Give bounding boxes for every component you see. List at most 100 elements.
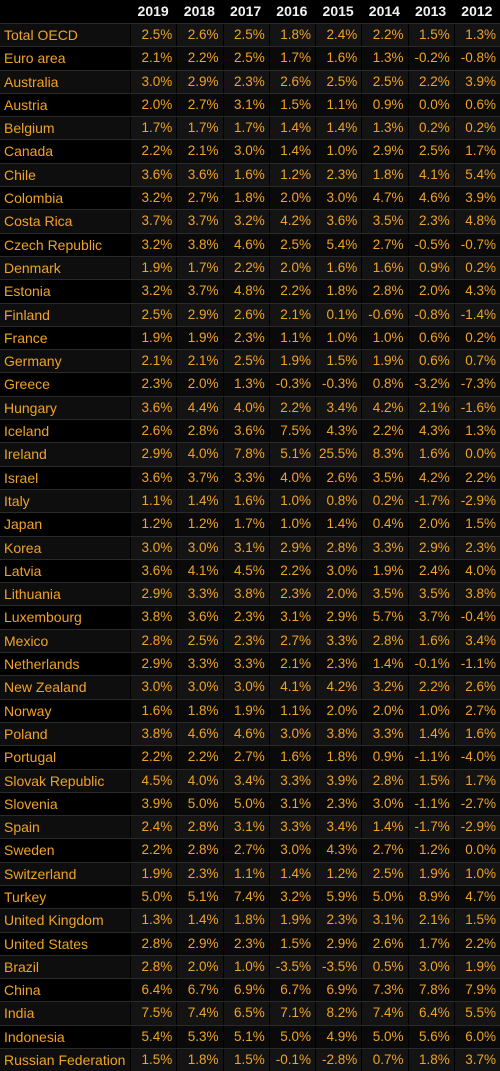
growth-value: 4.2% xyxy=(315,676,362,699)
table-row: Lithuania 2.9% 3.3% 3.8% 2.3% 2.0% 3.5% 3.5% 3.8… xyxy=(0,582,500,606)
growth-value: 2.0% xyxy=(268,256,315,280)
growth-value: 3.3% xyxy=(315,629,362,653)
growth-value: 1.0% xyxy=(453,862,500,885)
country-name: France xyxy=(4,329,48,346)
growth-value: 1.9% xyxy=(130,326,177,350)
growth-value: 2.4% xyxy=(315,24,362,47)
growth-value: 0.2% xyxy=(453,256,500,280)
growth-value: 6.5% xyxy=(222,1002,269,1025)
table-row: Denmark 1.9% 1.7% 2.2% 2.0% 1.6% 1.6% 0.9% 0.2% xyxy=(0,255,500,280)
growth-value: 2.5% xyxy=(361,70,408,93)
growth-value: 3.0% xyxy=(130,536,177,559)
growth-value: 8.2% xyxy=(315,1002,362,1025)
growth-value: 2.6% xyxy=(176,24,223,47)
growth-value: 5.0% xyxy=(268,1025,315,1049)
growth-value: 2.1% xyxy=(176,140,223,163)
growth-value: 2.9% xyxy=(130,653,177,676)
growth-value: 2.2% xyxy=(407,676,454,699)
growth-value: 3.0% xyxy=(268,722,315,746)
growth-value: -3.2% xyxy=(407,373,454,396)
growth-value: 1.4% xyxy=(315,117,362,140)
growth-value: 0.2% xyxy=(453,117,500,140)
growth-value: 1.1% xyxy=(222,862,269,885)
country-name: Iceland xyxy=(4,423,50,440)
growth-value: 1.9% xyxy=(453,955,500,979)
country-name: Hungary xyxy=(4,399,57,416)
country-name: Latvia xyxy=(4,562,42,579)
country-name: Slovak Republic xyxy=(4,772,105,789)
growth-value: 3.1% xyxy=(222,816,269,839)
country-name: India xyxy=(4,1005,35,1022)
growth-value: 3.4% xyxy=(222,769,269,792)
growth-value: 4.8% xyxy=(222,280,269,303)
growth-value: 6.9% xyxy=(315,979,362,1002)
growth-value: 1.2% xyxy=(315,862,362,885)
country-name: Canada xyxy=(4,143,54,160)
country-name: United States xyxy=(4,935,89,952)
growth-value: 2.6% xyxy=(222,303,269,326)
growth-value: 0.9% xyxy=(361,93,408,117)
growth-value: 1.3% xyxy=(361,47,408,70)
growth-value: 2.5% xyxy=(268,233,315,256)
growth-value: -0.6% xyxy=(361,303,408,326)
country-name: Denmark xyxy=(4,259,61,276)
table-row: Hungary 3.6% 4.4% 4.0% 2.2% 3.4% 4.2% 2.1% -1.6% xyxy=(0,395,500,420)
growth-value: 2.7% xyxy=(453,699,500,722)
table-row: Germany 2.1% 2.1% 2.5% 1.9% 1.5% 1.9% 0.6% 0.7% xyxy=(0,349,500,373)
growth-value: 1.2% xyxy=(130,513,177,536)
table-row: Czech Republic 3.2% 3.8% 4.6% 2.5% 5.4% 2.7% -0… xyxy=(0,232,500,256)
growth-value: 5.3% xyxy=(176,1025,223,1049)
growth-value: 1.7% xyxy=(268,47,315,70)
growth-value: 2.8% xyxy=(361,769,408,792)
growth-value: 3.5% xyxy=(361,466,408,489)
growth-value: -0.8% xyxy=(453,47,500,70)
growth-value: 1.5% xyxy=(222,1049,269,1071)
growth-value: 5.4% xyxy=(315,233,362,256)
growth-value: 1.5% xyxy=(315,350,362,373)
country-name: Mexico xyxy=(4,632,49,649)
growth-value: 2.4% xyxy=(130,816,177,839)
growth-value: 2.5% xyxy=(130,24,177,47)
growth-value: 4.3% xyxy=(315,420,362,443)
header-year: 2012 xyxy=(461,3,493,19)
table-row: Italy 1.1% 1.4% 1.6% 1.0% 0.8% 0.2% -1.7% -2.9% xyxy=(0,488,500,513)
country-name: Euro area xyxy=(4,50,66,67)
growth-value: 1.4% xyxy=(176,909,223,932)
growth-value: 1.9% xyxy=(407,862,454,885)
header-year: 2015 xyxy=(322,3,354,19)
growth-value: 0.0% xyxy=(453,839,500,862)
growth-value: 2.9% xyxy=(407,536,454,559)
country-name: Netherlands xyxy=(4,656,80,673)
growth-value: 0.8% xyxy=(315,489,362,513)
growth-value: 1.5% xyxy=(268,93,315,117)
country-name: Israel xyxy=(4,469,39,486)
table-row: Estonia 3.2% 3.7% 4.8% 2.2% 1.8% 2.8% 2.0% 4.3% xyxy=(0,279,500,303)
growth-value: 1.0% xyxy=(407,699,454,722)
growth-value: 1.0% xyxy=(222,955,269,979)
growth-value: 2.9% xyxy=(130,443,177,466)
growth-value: 1.4% xyxy=(361,816,408,839)
growth-value: 2.5% xyxy=(407,140,454,163)
growth-value: 1.5% xyxy=(453,909,500,932)
growth-value: 3.6% xyxy=(130,163,177,187)
country-name: Brazil xyxy=(4,958,40,975)
growth-value: 2.8% xyxy=(176,420,223,443)
growth-value: 0.2% xyxy=(361,489,408,513)
growth-value: 4.0% xyxy=(222,396,269,420)
growth-value: 2.1% xyxy=(268,303,315,326)
growth-value: 7.4% xyxy=(361,1002,408,1025)
growth-value: 1.6% xyxy=(361,256,408,280)
growth-value: 3.3% xyxy=(222,466,269,489)
growth-value: 2.3% xyxy=(176,862,223,885)
growth-value: 2.2% xyxy=(407,70,454,93)
growth-value: 1.8% xyxy=(315,280,362,303)
growth-value: 3.6% xyxy=(130,396,177,420)
growth-value: 5.7% xyxy=(361,606,408,629)
header-year: 2017 xyxy=(230,3,262,19)
growth-value: 7.4% xyxy=(222,885,269,909)
growth-value: 2.2% xyxy=(130,746,177,769)
growth-value: 2.8% xyxy=(176,816,223,839)
growth-value: 2.1% xyxy=(268,653,315,676)
growth-value: 4.6% xyxy=(176,722,223,746)
table-row: Korea 3.0% 3.0% 3.1% 2.9% 2.8% 3.3% 2.9% 2.3% xyxy=(0,535,500,559)
